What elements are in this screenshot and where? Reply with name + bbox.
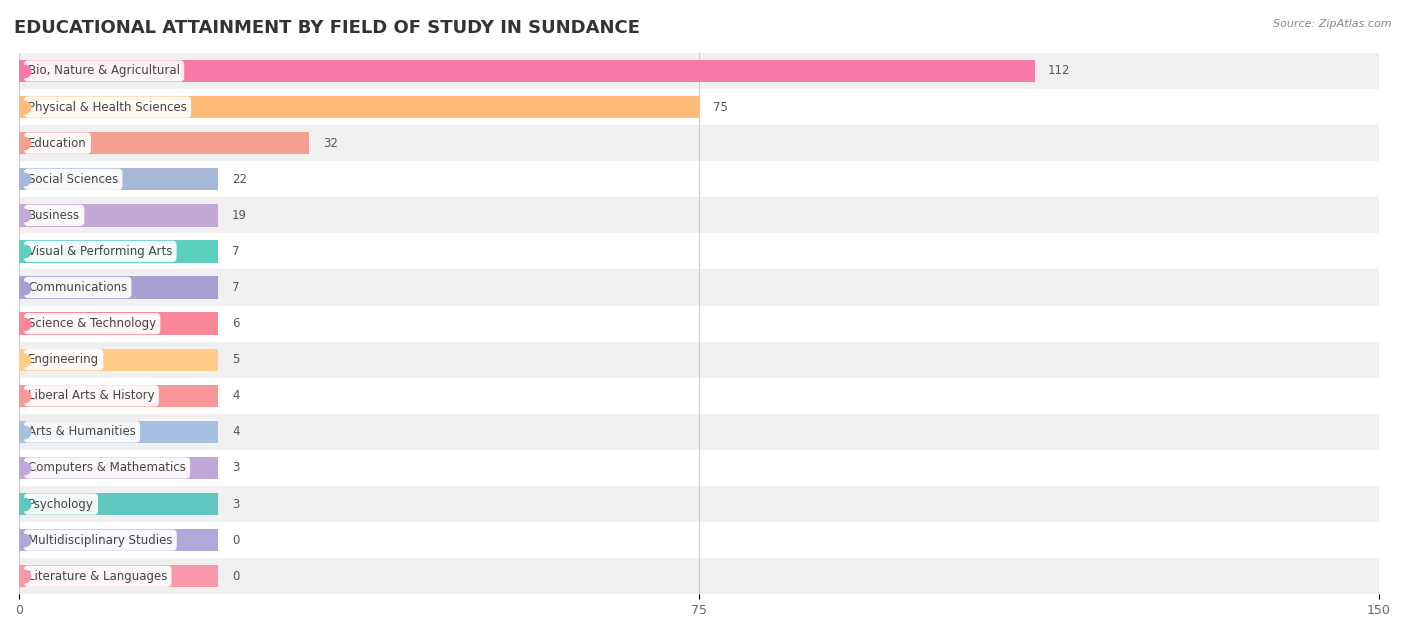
- Text: 3: 3: [232, 461, 239, 475]
- Text: Education: Education: [28, 137, 87, 150]
- Bar: [20, 132, 309, 154]
- Bar: [20, 276, 218, 299]
- Bar: [20, 486, 1379, 522]
- Text: 7: 7: [232, 281, 239, 294]
- Bar: [20, 125, 1379, 161]
- Bar: [20, 493, 218, 515]
- Text: Science & Technology: Science & Technology: [28, 317, 156, 330]
- Bar: [20, 312, 218, 335]
- Text: Computers & Mathematics: Computers & Mathematics: [28, 461, 186, 475]
- Text: Engineering: Engineering: [28, 353, 100, 366]
- Text: Literature & Languages: Literature & Languages: [28, 569, 167, 583]
- Text: 5: 5: [232, 353, 239, 366]
- Text: Liberal Arts & History: Liberal Arts & History: [28, 389, 155, 403]
- Bar: [20, 204, 218, 226]
- Bar: [20, 60, 1035, 82]
- Bar: [20, 89, 1379, 125]
- Bar: [20, 240, 218, 263]
- Bar: [20, 53, 1379, 89]
- Text: 0: 0: [232, 569, 239, 583]
- Bar: [20, 348, 218, 371]
- Text: 4: 4: [232, 389, 239, 403]
- Text: Source: ZipAtlas.com: Source: ZipAtlas.com: [1274, 19, 1392, 29]
- Bar: [20, 385, 218, 407]
- Text: 112: 112: [1047, 64, 1070, 78]
- Text: EDUCATIONAL ATTAINMENT BY FIELD OF STUDY IN SUNDANCE: EDUCATIONAL ATTAINMENT BY FIELD OF STUDY…: [14, 19, 640, 37]
- Text: 4: 4: [232, 425, 239, 439]
- Text: Business: Business: [28, 209, 80, 222]
- Text: 6: 6: [232, 317, 239, 330]
- Text: Psychology: Psychology: [28, 497, 94, 511]
- Bar: [20, 269, 1379, 305]
- Bar: [20, 450, 1379, 486]
- Bar: [20, 565, 218, 587]
- Text: 3: 3: [232, 497, 239, 511]
- Bar: [20, 197, 1379, 233]
- Text: Arts & Humanities: Arts & Humanities: [28, 425, 136, 439]
- Bar: [20, 233, 1379, 269]
- Bar: [20, 161, 1379, 197]
- Text: Communications: Communications: [28, 281, 128, 294]
- Text: Physical & Health Sciences: Physical & Health Sciences: [28, 100, 187, 114]
- Text: Multidisciplinary Studies: Multidisciplinary Studies: [28, 533, 173, 547]
- Text: Bio, Nature & Agricultural: Bio, Nature & Agricultural: [28, 64, 180, 78]
- Bar: [20, 421, 218, 443]
- Text: 22: 22: [232, 173, 247, 186]
- Text: 75: 75: [713, 100, 727, 114]
- Bar: [20, 522, 1379, 558]
- Bar: [20, 168, 218, 190]
- Bar: [20, 457, 218, 479]
- Bar: [20, 558, 1379, 594]
- Text: 7: 7: [232, 245, 239, 258]
- Bar: [20, 96, 699, 118]
- Bar: [20, 414, 1379, 450]
- Text: Social Sciences: Social Sciences: [28, 173, 118, 186]
- Bar: [20, 305, 1379, 342]
- Text: 19: 19: [232, 209, 247, 222]
- Bar: [20, 378, 1379, 414]
- Text: 0: 0: [232, 533, 239, 547]
- Text: 32: 32: [323, 137, 337, 150]
- Text: Visual & Performing Arts: Visual & Performing Arts: [28, 245, 173, 258]
- Bar: [20, 342, 1379, 378]
- Bar: [20, 529, 218, 551]
